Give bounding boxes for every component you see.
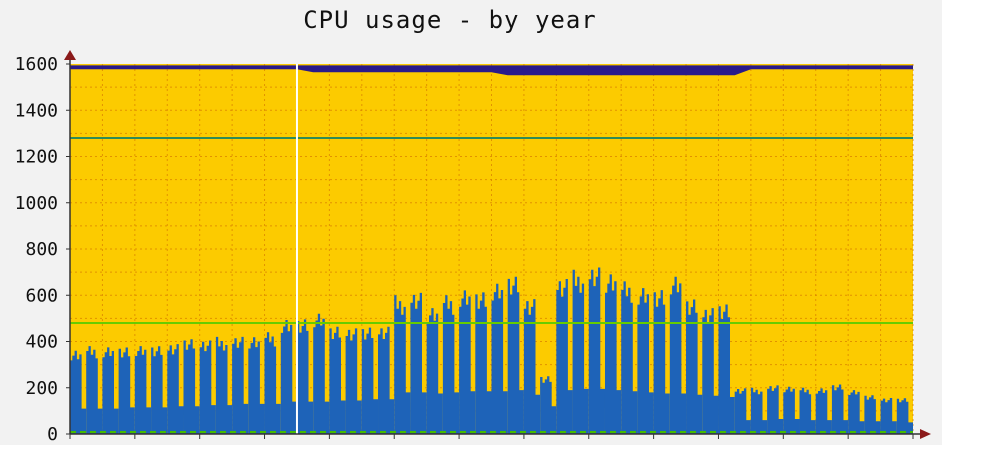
y-tick-label: 1200 [15, 147, 58, 168]
usage-week-area [394, 295, 411, 434]
usage-week-area [783, 386, 800, 434]
usage-week-area [232, 336, 249, 434]
usage-week-area [896, 398, 913, 434]
top-usage-band [70, 66, 913, 76]
y-tick-label: 1600 [15, 54, 58, 75]
usage-week-area [718, 304, 735, 434]
usage-week-area [361, 327, 379, 434]
usage-week-area [378, 326, 395, 434]
usage-week-area [70, 350, 87, 434]
usage-week-area [848, 390, 865, 434]
usage-week-area [686, 299, 703, 434]
usage-week-area [329, 326, 346, 434]
usage-week-area [134, 346, 152, 434]
y-tick-label: 600 [25, 285, 58, 306]
usage-week-area [313, 313, 330, 434]
x-axis-arrow [920, 429, 931, 439]
usage-week-area [702, 308, 719, 434]
y-tick-label: 400 [25, 332, 58, 353]
y-tick-label: 200 [25, 378, 58, 399]
usage-week-area [669, 276, 687, 434]
usage-week-area [864, 395, 881, 434]
usage-week-area [183, 339, 200, 434]
usage-week-area [151, 346, 168, 434]
usage-week-area [540, 376, 557, 434]
usage-week-area [296, 319, 314, 434]
usage-week-area [199, 340, 216, 434]
usage-week-area [280, 320, 297, 434]
usage-week-area [880, 398, 897, 434]
usage-week-area [523, 299, 541, 434]
usage-week-area [556, 279, 573, 434]
usage-week-area [264, 332, 281, 434]
usage-week-area [588, 267, 605, 434]
y-tick-label: 1400 [15, 100, 58, 121]
usage-week-area [767, 385, 784, 434]
usage-week-area [799, 387, 816, 434]
chart-title: CPU usage - by year [303, 6, 597, 34]
usage-week-area [572, 269, 589, 434]
usage-week-area [345, 328, 362, 434]
usage-week-area [507, 276, 524, 434]
usage-week-area [118, 347, 135, 434]
usage-week-area [442, 295, 460, 434]
usage-week-area [475, 292, 492, 434]
usage-week-area [621, 281, 638, 434]
y-tick-label: 0 [47, 424, 58, 445]
usage-week-area [248, 337, 265, 434]
usage-week-area [215, 336, 233, 434]
usage-week-area [831, 384, 849, 434]
usage-week-area [653, 290, 670, 434]
y-tick-label: 800 [25, 239, 58, 260]
usage-week-area [734, 388, 751, 434]
usage-week-area [102, 347, 119, 434]
usage-week-area [459, 290, 476, 434]
usage-week-area [750, 387, 768, 434]
usage-week-area [410, 292, 427, 434]
usage-week-area [167, 344, 184, 434]
usage-week-area [86, 346, 103, 434]
usage-week-area [426, 308, 443, 434]
usage-week-area [491, 283, 508, 434]
usage-week-area [815, 388, 832, 434]
usage-week-area [637, 288, 654, 434]
y-tick-label: 1000 [15, 193, 58, 214]
y-axis-arrow [64, 50, 76, 60]
usage-week-area [604, 274, 622, 434]
